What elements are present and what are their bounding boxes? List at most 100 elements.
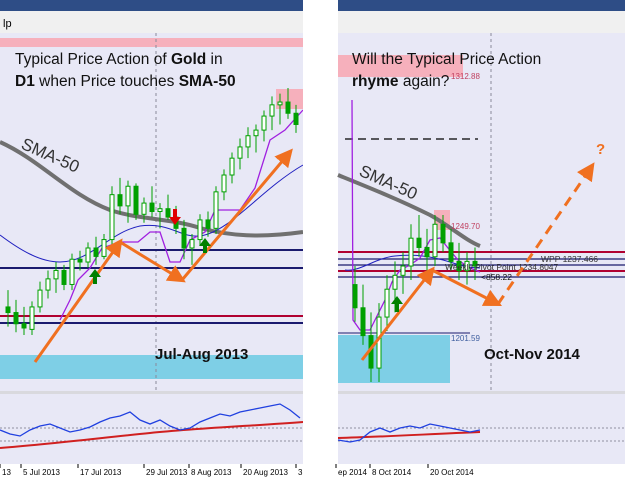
right-candle-body xyxy=(408,237,414,267)
left-candle xyxy=(205,211,211,237)
left-candle-body xyxy=(165,208,171,218)
right-sma50-line xyxy=(337,173,481,248)
right-candle-body xyxy=(416,237,422,248)
left-period-label: Jul-Aug 2013 xyxy=(155,346,248,363)
right-candle-body xyxy=(432,223,438,258)
right-candle-body xyxy=(424,246,430,258)
left-candle-body xyxy=(133,185,139,215)
right-candle xyxy=(456,242,462,280)
right-pivot-label-weekly: Weekly Pivot Point 1234.8047 xyxy=(445,262,559,272)
left-title-fragment: lp xyxy=(3,18,12,30)
left-candle-body xyxy=(61,269,67,285)
left-x-axis xyxy=(0,464,303,481)
right-candle-body xyxy=(400,265,406,276)
left-candle-body xyxy=(237,146,243,159)
left-candle-body xyxy=(53,269,59,280)
left-candle-body xyxy=(229,157,235,176)
left-candle xyxy=(229,152,235,184)
left-orange-arrow-3 xyxy=(180,148,293,281)
left-candle-body xyxy=(29,306,35,330)
left-top-zone xyxy=(0,38,303,47)
left-candle xyxy=(165,194,171,220)
right-candle-body xyxy=(392,274,398,290)
left-osc-blue-line xyxy=(0,403,301,437)
right-oscillator-area xyxy=(338,394,625,464)
left-candle xyxy=(77,250,83,271)
left-candle-body xyxy=(285,101,291,114)
left-candle xyxy=(141,197,147,223)
right-price-tag-3: 1201.59 xyxy=(451,334,480,343)
left-separator xyxy=(0,391,303,394)
right-candle xyxy=(400,252,406,294)
left-candle xyxy=(5,290,11,327)
right-candle xyxy=(464,252,470,285)
right-candle-body xyxy=(376,316,382,369)
left-sma50-line xyxy=(0,140,304,238)
left-candle-body xyxy=(293,112,299,125)
left-candle-body xyxy=(69,258,75,285)
left-candle xyxy=(149,186,155,218)
left-candle xyxy=(245,127,251,159)
left-candle xyxy=(157,203,163,229)
left-orange-arrow-1 xyxy=(33,238,123,363)
left-ma-purple-line xyxy=(59,109,304,321)
right-candles xyxy=(352,215,478,382)
right-candle xyxy=(416,215,422,257)
right-candle-body xyxy=(448,242,454,262)
right-candle-body xyxy=(464,260,470,272)
left-candle xyxy=(237,138,243,170)
left-candle-body xyxy=(45,278,51,291)
left-candle xyxy=(293,104,299,133)
left-candle xyxy=(277,93,283,125)
left-candle xyxy=(45,270,51,299)
left-candle-body xyxy=(85,247,91,263)
left-caption-line2: D1 when Price touches SMA-50 xyxy=(15,73,236,90)
left-candle xyxy=(93,236,99,265)
right-orange-dashed-arrow xyxy=(496,162,595,305)
left-candle xyxy=(69,253,75,291)
left-orange-arrow-2 xyxy=(119,240,186,283)
right-candle xyxy=(432,215,438,267)
left-candle xyxy=(133,183,139,220)
left-candle xyxy=(269,96,275,131)
left-candle-body xyxy=(245,135,251,148)
right-price-tag-1: 1312.88 xyxy=(451,72,480,81)
left-candle xyxy=(125,180,131,223)
right-candle-body xyxy=(472,260,478,267)
right-candle-body xyxy=(360,307,366,337)
right-question-mark: ? xyxy=(596,141,605,158)
left-x-tick-label: 8 Aug 2013 xyxy=(191,468,232,477)
left-candle-body xyxy=(253,129,259,137)
left-candle-body xyxy=(277,101,283,106)
left-toolbar xyxy=(0,11,303,33)
right-osc-red-line xyxy=(337,431,481,439)
right-candle xyxy=(408,224,414,280)
left-candle xyxy=(221,169,227,201)
right-candle xyxy=(352,266,358,322)
left-green-arrow-2 xyxy=(199,238,211,253)
left-candle xyxy=(109,186,115,246)
left-candle-body xyxy=(125,185,131,207)
left-candle-body xyxy=(13,312,19,325)
left-candle-body xyxy=(197,219,203,241)
right-candle xyxy=(360,284,366,345)
left-resistance-zone xyxy=(276,89,303,109)
left-candle-body xyxy=(269,104,275,117)
left-candle xyxy=(13,299,19,333)
left-candle xyxy=(85,242,91,268)
left-x-tick-label: 20 Aug 2013 xyxy=(243,468,288,477)
right-x-tick-label: ep 2014 xyxy=(338,468,367,477)
left-panel: lp Typical Price Action of Gold in D1 wh… xyxy=(0,0,304,481)
left-x-tick-label: 3 xyxy=(298,468,303,477)
left-caption-line1: Typical Price Action of Gold in xyxy=(15,51,223,68)
left-candle xyxy=(285,88,291,119)
right-candle-body xyxy=(384,288,390,318)
right-separator xyxy=(338,391,625,394)
right-osc-blue-line xyxy=(337,423,481,443)
left-candle xyxy=(261,110,267,142)
left-candle xyxy=(181,219,187,260)
right-pivot-label-wpp: WPP 1237.466 xyxy=(541,254,598,264)
left-title-strip xyxy=(0,0,303,11)
right-resistance-zone-top xyxy=(338,55,463,77)
right-panel: 1312.88 1249.70 1201.59 WPP 1237.466 Wee… xyxy=(335,0,625,481)
